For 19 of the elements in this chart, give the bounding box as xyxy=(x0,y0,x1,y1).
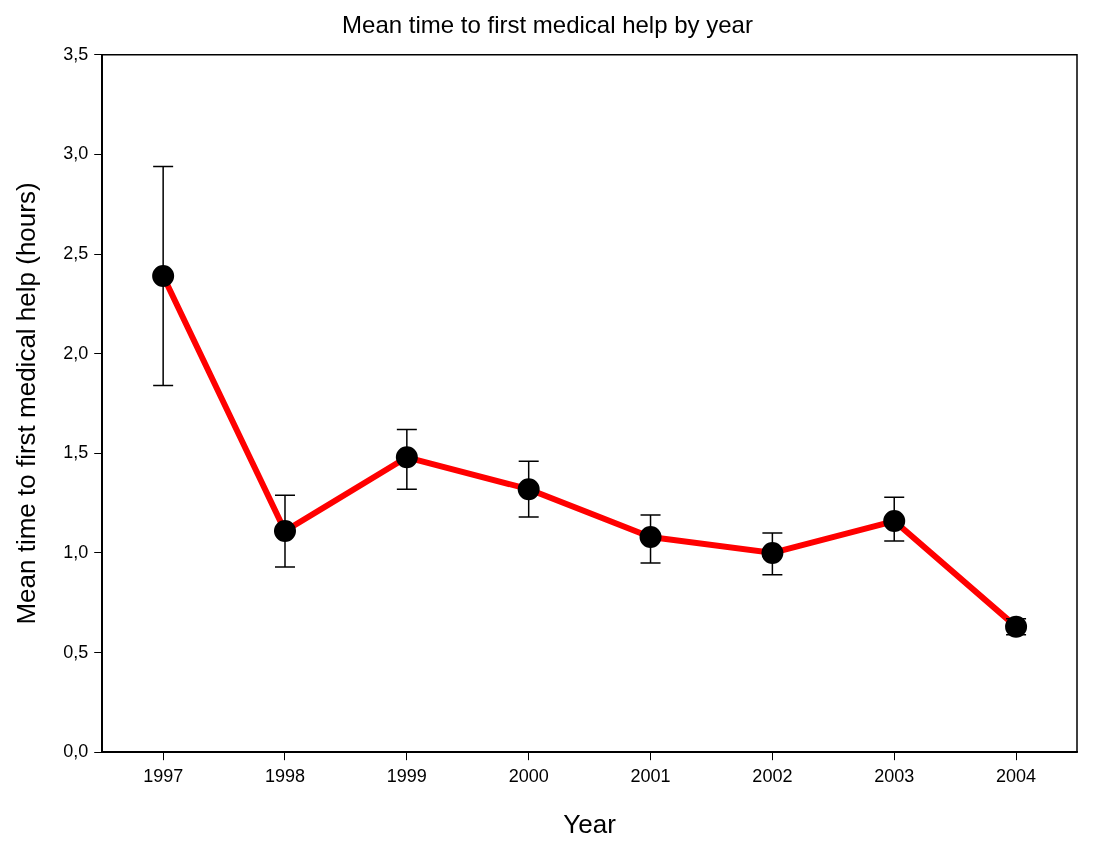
x-tick-label: 2004 xyxy=(996,765,1037,786)
y-tick-label: 1,0 xyxy=(63,541,89,562)
chart-title: Mean time to first medical help by year xyxy=(342,11,753,39)
y-tick-label: 0,0 xyxy=(63,741,89,762)
x-tick-label: 1997 xyxy=(143,765,184,786)
y-tick-label: 1,5 xyxy=(63,442,89,463)
y-tick-label: 3,5 xyxy=(63,43,89,64)
y-tick-label: 2,0 xyxy=(63,342,89,363)
y-tick-label: 3,0 xyxy=(63,143,89,164)
y-axis-title: Mean time to first medical help (hours) xyxy=(10,182,41,625)
x-tick-label: 1998 xyxy=(264,765,306,786)
x-tick-label: 2002 xyxy=(752,765,793,786)
x-tick-label: 1999 xyxy=(386,765,427,786)
y-tick-label: 2,5 xyxy=(63,243,89,264)
x-tick-label: 2001 xyxy=(630,765,671,786)
x-tick-label: 2000 xyxy=(508,765,549,786)
x-tick-label: 2003 xyxy=(874,765,915,786)
x-axis-title: Year xyxy=(563,808,617,839)
y-tick-label: 0,5 xyxy=(63,641,89,662)
